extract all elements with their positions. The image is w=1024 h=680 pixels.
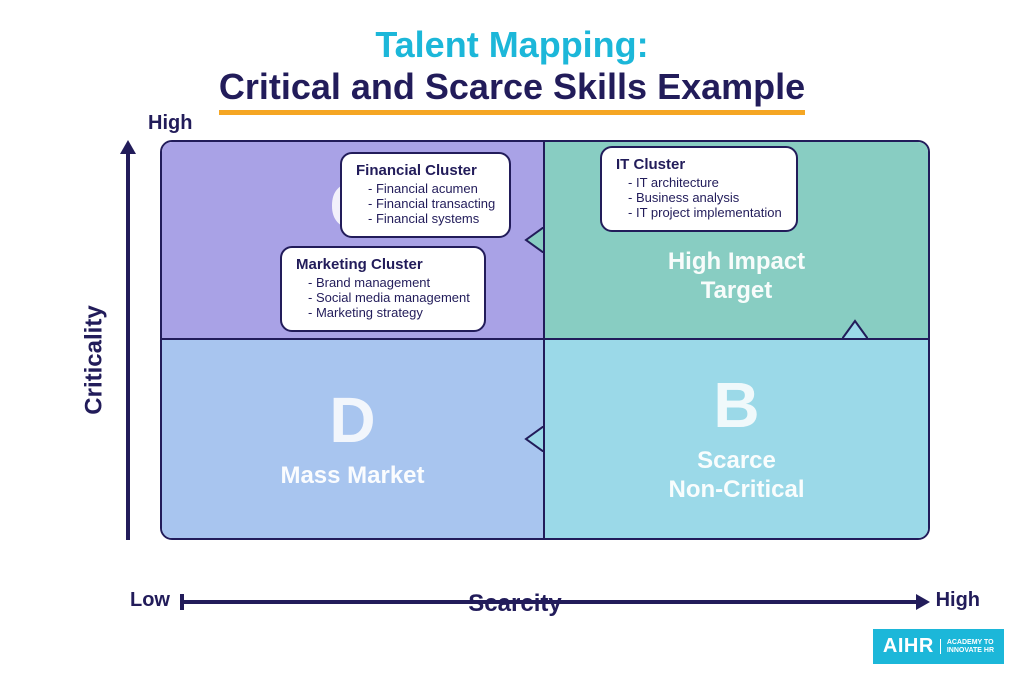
quadrant-d-label: Mass Market <box>280 462 424 491</box>
title-line1: Talent Mapping: <box>0 24 1024 66</box>
list-item: Business analysis <box>628 190 782 205</box>
list-item: Social media management <box>308 290 470 305</box>
logo-main-text: AIHR <box>883 635 934 658</box>
notch-icon <box>518 426 544 452</box>
quadrant-b: B ScarceNon-Critical <box>545 340 928 538</box>
list-item: Financial transacting <box>368 196 495 211</box>
x-axis-label: Scarcity <box>468 590 561 618</box>
title-line2: Critical and Scarce Skills Example <box>219 66 805 115</box>
y-axis-label: Criticality <box>81 305 109 414</box>
callout-financial-list: Financial acumen Financial transacting F… <box>356 181 495 226</box>
y-axis-high-label: High <box>148 112 192 135</box>
list-item: Financial acumen <box>368 181 495 196</box>
quadrant-d: D Mass Market <box>162 340 545 538</box>
list-item: IT project implementation <box>628 205 782 220</box>
callout-it: IT Cluster IT architecture Business anal… <box>600 146 798 232</box>
list-item: Marketing strategy <box>308 305 470 320</box>
quadrant-d-letter: D <box>329 388 375 452</box>
list-item: Financial systems <box>368 211 495 226</box>
logo-sub-text: ACADEMY TO INNOVATE HR <box>940 639 994 654</box>
quadrant-b-letter: B <box>713 373 759 437</box>
x-axis-low-label: Low <box>130 589 170 612</box>
callout-it-title: IT Cluster <box>616 156 782 173</box>
quadrant-grid: C High ImpactReplace A High ImpactTarget… <box>160 140 930 540</box>
quadrant-b-label: ScarceNon-Critical <box>668 447 804 505</box>
chart-area: High Criticality C High ImpactReplace A … <box>100 140 930 580</box>
list-item: IT architecture <box>628 175 782 190</box>
x-axis-high-label: High <box>936 589 980 612</box>
callout-it-list: IT architecture Business analysis IT pro… <box>616 175 782 220</box>
callout-marketing-list: Brand management Social media management… <box>296 275 470 320</box>
callout-marketing-title: Marketing Cluster <box>296 256 470 273</box>
logo-sub-line1: ACADEMY TO <box>947 639 994 646</box>
notch-icon <box>842 313 868 339</box>
callout-marketing: Marketing Cluster Brand management Socia… <box>280 246 486 332</box>
title-block: Talent Mapping: Critical and Scarce Skil… <box>0 0 1024 115</box>
list-item: Brand management <box>308 275 470 290</box>
logo-badge: AIHR ACADEMY TO INNOVATE HR <box>873 629 1004 664</box>
notch-icon <box>518 227 544 253</box>
y-axis-arrow <box>126 150 130 540</box>
quadrant-a-label: High ImpactTarget <box>668 248 805 306</box>
callout-financial: Financial Cluster Financial acumen Finan… <box>340 152 511 238</box>
callout-financial-title: Financial Cluster <box>356 162 495 179</box>
logo-sub-line2: INNOVATE HR <box>947 647 994 654</box>
